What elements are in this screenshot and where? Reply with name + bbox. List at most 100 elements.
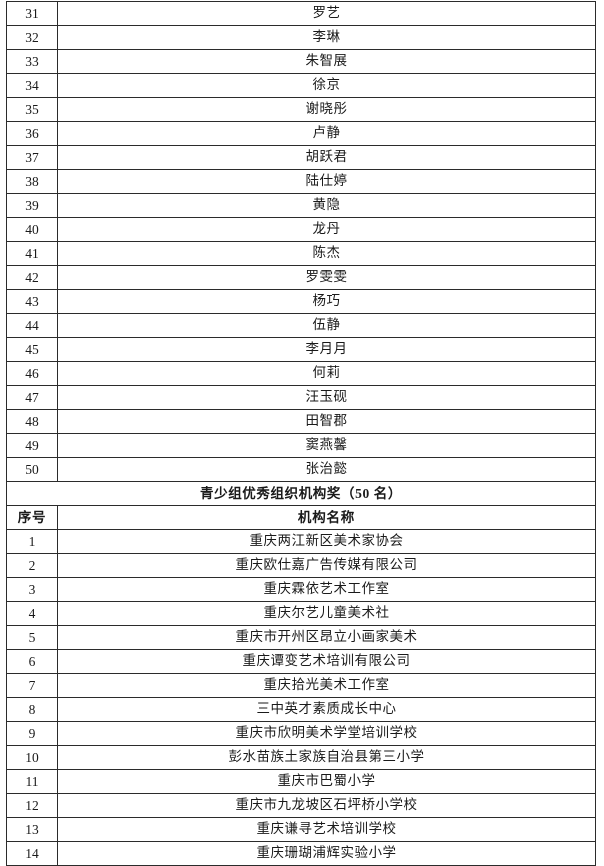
- row-name: 汪玉砚: [57, 385, 596, 410]
- table-row: 50 张治懿: [6, 457, 596, 482]
- row-name: 重庆市九龙坡区石坪桥小学校: [57, 793, 596, 818]
- table-row: 6 重庆谭变艺术培训有限公司: [6, 649, 596, 674]
- row-index: 7: [6, 673, 58, 698]
- row-name: 胡跃君: [57, 145, 596, 170]
- row-name: 伍静: [57, 313, 596, 338]
- table-row: 36 卢静: [6, 121, 596, 146]
- row-index: 37: [6, 145, 58, 170]
- table-row: 13 重庆谦寻艺术培训学校: [6, 817, 596, 842]
- row-name: 杨巧: [57, 289, 596, 314]
- row-index: 4: [6, 601, 58, 626]
- row-index: 42: [6, 265, 58, 290]
- table-row: 32 李琳: [6, 25, 596, 50]
- table-row: 34 徐京: [6, 73, 596, 98]
- row-index: 12: [6, 793, 58, 818]
- table-row: 10 彭水苗族土家族自治县第三小学: [6, 745, 596, 770]
- row-name: 重庆谭变艺术培训有限公司: [57, 649, 596, 674]
- table-row: 9 重庆市欣明美术学堂培训学校: [6, 721, 596, 746]
- row-name: 李月月: [57, 337, 596, 362]
- row-name: 重庆谦寻艺术培训学校: [57, 817, 596, 842]
- table-row: 11 重庆市巴蜀小学: [6, 769, 596, 794]
- table-row: 2 重庆欧仕嘉广告传媒有限公司: [6, 553, 596, 578]
- row-name: 张治懿: [57, 457, 596, 482]
- row-name: 谢晓彤: [57, 97, 596, 122]
- row-index: 43: [6, 289, 58, 314]
- row-index: 36: [6, 121, 58, 146]
- row-index: 9: [6, 721, 58, 746]
- row-name: 窦燕馨: [57, 433, 596, 458]
- row-index: 11: [6, 769, 58, 794]
- table-row: 37 胡跃君: [6, 145, 596, 170]
- row-index: 34: [6, 73, 58, 98]
- row-name: 黄隐: [57, 193, 596, 218]
- table-row: 38 陆仕婷: [6, 169, 596, 194]
- table-row: 45 李月月: [6, 337, 596, 362]
- row-name: 重庆拾光美术工作室: [57, 673, 596, 698]
- row-index: 32: [6, 25, 58, 50]
- row-index: 40: [6, 217, 58, 242]
- table-row: 39 黄隐: [6, 193, 596, 218]
- row-name: 罗雯雯: [57, 265, 596, 290]
- table-body: 31 罗艺 32 李琳 33 朱智展 34 徐京 35 谢晓彤 36 卢静: [6, 1, 596, 866]
- table-row: 35 谢晓彤: [6, 97, 596, 122]
- row-index: 10: [6, 745, 58, 770]
- row-index: 14: [6, 841, 58, 866]
- row-index: 5: [6, 625, 58, 650]
- row-index: 2: [6, 553, 58, 578]
- row-index: 3: [6, 577, 58, 602]
- row-name: 朱智展: [57, 49, 596, 74]
- row-index: 47: [6, 385, 58, 410]
- row-name: 陆仕婷: [57, 169, 596, 194]
- row-index: 49: [6, 433, 58, 458]
- table-row: 47 汪玉砚: [6, 385, 596, 410]
- row-name: 罗艺: [57, 1, 596, 26]
- section-title: 青少组优秀组织机构奖（50 名）: [6, 481, 596, 506]
- table-row: 4 重庆尔艺儿童美术社: [6, 601, 596, 626]
- table-row: 7 重庆拾光美术工作室: [6, 673, 596, 698]
- row-index: 33: [6, 49, 58, 74]
- table-row: 5 重庆市开州区昂立小画家美术: [6, 625, 596, 650]
- row-name: 龙丹: [57, 217, 596, 242]
- row-name: 重庆市开州区昂立小画家美术: [57, 625, 596, 650]
- table-row: 40 龙丹: [6, 217, 596, 242]
- row-name: 何莉: [57, 361, 596, 386]
- row-index: 8: [6, 697, 58, 722]
- table-row: 1 重庆两江新区美术家协会: [6, 529, 596, 554]
- table-row: 46 何莉: [6, 361, 596, 386]
- column-header-index: 序号: [6, 505, 58, 530]
- row-name: 卢静: [57, 121, 596, 146]
- section-title-row: 青少组优秀组织机构奖（50 名）: [6, 481, 596, 506]
- row-index: 39: [6, 193, 58, 218]
- award-list-table: 31 罗艺 32 李琳 33 朱智展 34 徐京 35 谢晓彤 36 卢静: [6, 1, 596, 866]
- row-name: 李琳: [57, 25, 596, 50]
- table-row: 33 朱智展: [6, 49, 596, 74]
- row-name: 重庆尔艺儿童美术社: [57, 601, 596, 626]
- row-index: 6: [6, 649, 58, 674]
- row-name: 重庆霖依艺术工作室: [57, 577, 596, 602]
- row-index: 45: [6, 337, 58, 362]
- table-row: 43 杨巧: [6, 289, 596, 314]
- table-row: 12 重庆市九龙坡区石坪桥小学校: [6, 793, 596, 818]
- table-row: 8 三中英才素质成长中心: [6, 697, 596, 722]
- row-index: 38: [6, 169, 58, 194]
- row-index: 50: [6, 457, 58, 482]
- row-index: 46: [6, 361, 58, 386]
- table-row: 41 陈杰: [6, 241, 596, 266]
- row-index: 41: [6, 241, 58, 266]
- table-row: 31 罗艺: [6, 1, 596, 26]
- column-header-row: 序号 机构名称: [6, 505, 596, 530]
- row-name: 重庆欧仕嘉广告传媒有限公司: [57, 553, 596, 578]
- table-row: 48 田智郡: [6, 409, 596, 434]
- row-name: 徐京: [57, 73, 596, 98]
- row-index: 44: [6, 313, 58, 338]
- row-name: 陈杰: [57, 241, 596, 266]
- row-name: 重庆市欣明美术学堂培训学校: [57, 721, 596, 746]
- table-row: 44 伍静: [6, 313, 596, 338]
- table-row: 49 窦燕馨: [6, 433, 596, 458]
- table-row: 14 重庆珊瑚浦辉实验小学: [6, 841, 596, 866]
- row-index: 1: [6, 529, 58, 554]
- row-name: 彭水苗族土家族自治县第三小学: [57, 745, 596, 770]
- table-row: 42 罗雯雯: [6, 265, 596, 290]
- row-name: 重庆两江新区美术家协会: [57, 529, 596, 554]
